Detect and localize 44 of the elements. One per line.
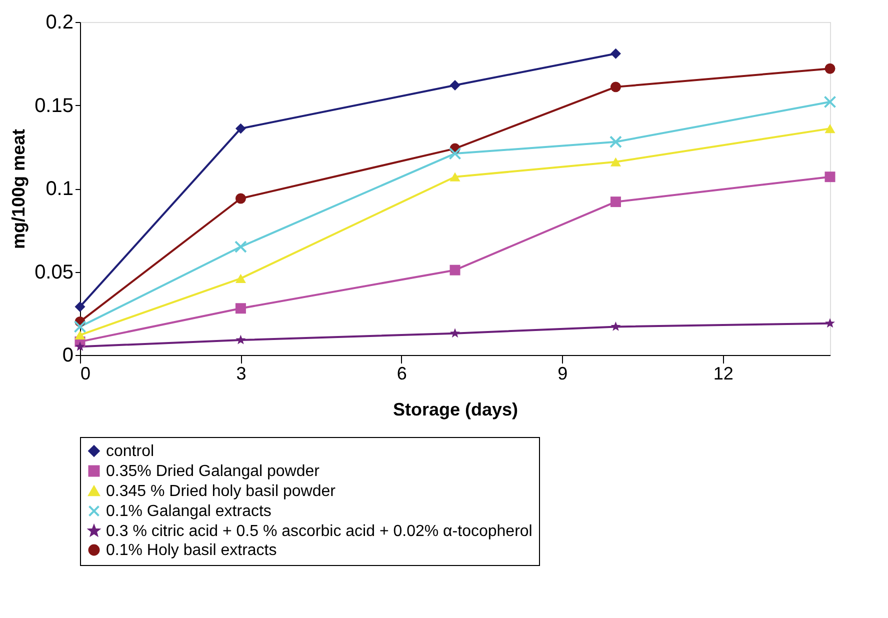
x-axis-title: Storage (days)	[392, 400, 518, 420]
point	[450, 80, 460, 91]
point	[74, 330, 86, 340]
point	[236, 334, 246, 344]
legend-label: 0.1% Holy basil extracts	[106, 542, 277, 559]
legend-label: 0.1% Galangal extracts	[106, 503, 272, 520]
y-axis-title: mg/100g meat	[8, 128, 29, 250]
point	[74, 320, 86, 333]
x-tick-label: 0	[80, 364, 91, 384]
x-tick-label: 9	[558, 364, 568, 384]
point	[235, 303, 246, 314]
point	[448, 147, 462, 160]
point	[610, 157, 621, 166]
y-tick-label: 0.1	[46, 178, 74, 200]
point	[450, 264, 460, 276]
point	[825, 318, 835, 328]
point	[235, 193, 246, 204]
point	[824, 96, 836, 108]
point	[609, 136, 622, 148]
point	[610, 82, 621, 92]
point	[824, 63, 836, 74]
point	[75, 341, 85, 351]
legend-label: 0.3 % citric acid + 0.5 % ascorbic acid + 0.02% α-tocopherol	[106, 523, 532, 540]
x-tick-label: 6	[396, 364, 407, 384]
legend-label: 0.35% Dried Galangal powder	[106, 463, 320, 480]
y-tick-label: 0.05	[34, 261, 74, 284]
point	[450, 172, 460, 182]
point	[824, 172, 836, 182]
x-tick-label: 12	[713, 364, 734, 384]
legend-label: control	[106, 443, 154, 460]
point	[610, 196, 621, 208]
point	[235, 123, 246, 134]
point	[610, 48, 621, 59]
legend-label: 0.345 % Dried holy basil powder	[106, 483, 336, 500]
point	[824, 124, 836, 134]
point	[74, 301, 86, 312]
point	[450, 328, 460, 338]
y-tick-label: 0	[62, 344, 74, 366]
point	[234, 240, 247, 254]
y-tick-label: 0.15	[34, 94, 74, 117]
point	[610, 321, 621, 331]
y-tick-label: 0.2	[46, 12, 74, 34]
point	[235, 274, 246, 283]
x-tick-label: 3	[236, 364, 246, 384]
